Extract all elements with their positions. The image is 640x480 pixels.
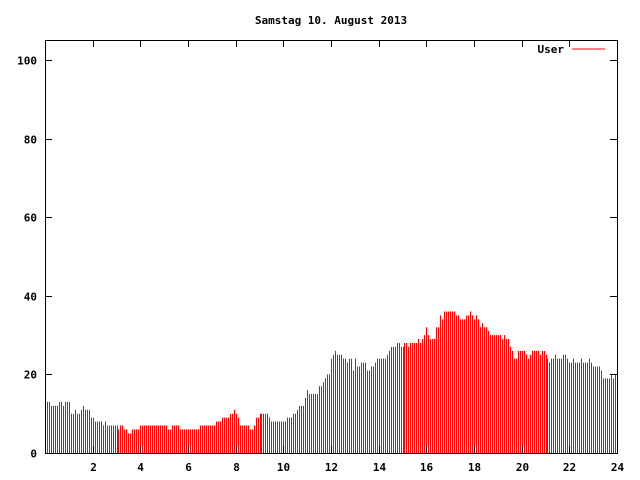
x-tick-label: 8 [233,461,240,474]
y-tick-label: 100 [17,55,37,68]
x-tick-label: 12 [325,461,338,474]
y-tick-label: 60 [24,212,37,225]
x-tick-label: 6 [185,461,192,474]
y-tick-label: 40 [24,291,37,304]
bars [45,311,616,453]
x-tick-label: 24 [611,461,625,474]
x-tick-label: 16 [420,461,434,474]
x-tick-label: 2 [90,461,97,474]
y-tick-label: 0 [30,448,37,461]
x-tick-label: 10 [277,461,290,474]
chart-title: Samstag 10. August 2013 [255,14,407,27]
legend: User [538,43,605,56]
x-tick-label: 22 [563,461,576,474]
x-tick-label: 18 [468,461,481,474]
y-tick-label: 20 [24,369,37,382]
x-tick-label: 20 [516,461,529,474]
x-tick-label: 14 [373,461,387,474]
y-tick-label: 80 [24,134,37,147]
x-tick-label: 4 [137,461,144,474]
legend-label: User [538,43,565,56]
